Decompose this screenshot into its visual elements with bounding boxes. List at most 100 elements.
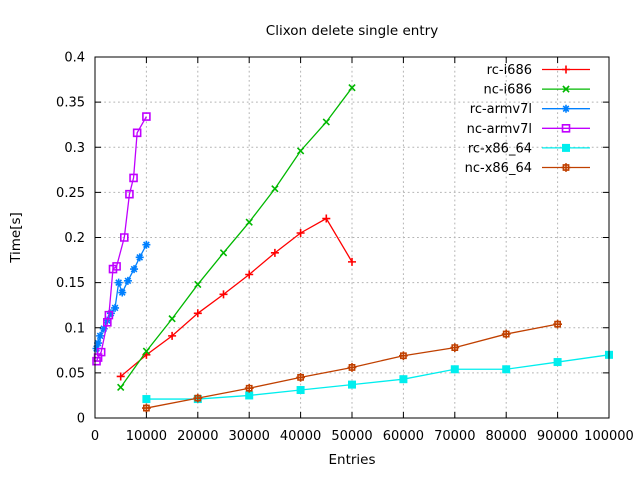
x-tick-label: 30000 <box>229 429 270 444</box>
marker-nc-i686 <box>142 347 151 355</box>
marker-rc-i686 <box>296 228 305 237</box>
marker-nc-i686 <box>117 383 125 391</box>
marker-nc-x86_64 <box>501 329 511 339</box>
marker-nc-x86_64 <box>296 372 305 382</box>
y-tick-label: 0 <box>77 412 85 427</box>
legend-label-rc-x86_64: rc-x86_64 <box>468 141 532 156</box>
marker-nc-armv7l <box>104 310 114 320</box>
series-line-rc-i686 <box>120 217 353 377</box>
marker-rc-armv7l <box>111 303 120 312</box>
marker-rc-i686 <box>193 309 202 318</box>
axis-ticks <box>94 56 610 419</box>
marker-rc-armv7l <box>142 240 151 249</box>
marker-nc-i686 <box>322 118 330 126</box>
marker-nc-i686 <box>168 315 176 323</box>
x-axis-title: Entries <box>328 452 375 468</box>
series-lines <box>92 84 613 413</box>
marker-nc-x86_64 <box>399 351 408 361</box>
marker-nc-armv7l <box>112 262 121 271</box>
marker-legend-rc-armv7l <box>562 104 570 113</box>
x-tick-label: 60000 <box>383 429 424 444</box>
marker-rc-i686 <box>270 248 279 257</box>
marker-legend-nc-x86_64 <box>561 163 571 172</box>
marker-rc-armv7l <box>99 324 108 333</box>
marker-nc-armv7l <box>142 112 151 121</box>
marker-nc-i686 <box>219 249 228 257</box>
marker-rc-i686 <box>322 214 331 223</box>
marker-legend-nc-i686 <box>562 85 570 93</box>
marker-nc-i686 <box>348 84 356 92</box>
marker-rc-armv7l <box>130 265 139 274</box>
legend-label-nc-armv7l: nc-armv7l <box>467 122 532 137</box>
marker-rc-x86_64 <box>348 380 356 389</box>
marker-rc-i686 <box>348 257 356 266</box>
marker-nc-armv7l <box>129 173 138 183</box>
y-tick-label: 0.4 <box>64 51 85 66</box>
marker-rc-x86_64 <box>553 358 562 367</box>
marker-legend-rc-x86_64 <box>562 143 570 152</box>
y-tick-label: 0.2 <box>64 231 85 246</box>
marker-rc-x86_64 <box>245 391 254 400</box>
marker-rc-armv7l <box>123 276 132 285</box>
x-tick-label: 80000 <box>486 429 527 444</box>
marker-rc-x86_64 <box>296 386 305 395</box>
marker-rc-armv7l <box>94 339 103 348</box>
marker-legend-nc-armv7l <box>561 124 571 133</box>
marker-rc-armv7l <box>118 288 127 297</box>
x-tick-label: 50000 <box>331 429 372 444</box>
marker-rc-armv7l <box>135 253 144 262</box>
x-tick-label: 10000 <box>126 429 167 444</box>
marker-nc-x86_64 <box>193 393 203 403</box>
series-line-nc-i686 <box>120 87 353 388</box>
marker-rc-x86_64 <box>399 375 408 384</box>
marker-nc-armv7l <box>108 264 118 274</box>
y-tick-label: 0.15 <box>56 276 85 291</box>
x-tick-label: 90000 <box>537 429 578 444</box>
marker-nc-i686 <box>194 280 202 289</box>
marker-nc-i686 <box>271 185 279 193</box>
legend-label-nc-x86_64: nc-x86_64 <box>465 161 532 176</box>
x-tick-label: 100000 <box>584 429 634 444</box>
y-tick-labels: 0 0.05 0.1 0.15 0.2 0.25 0.3 0.35 0.4 <box>56 51 85 427</box>
marker-legend-rc-i686 <box>562 65 570 74</box>
x-tick-labels: 0 10000 20000 30000 40000 50000 60000 70000 8000… <box>91 429 634 444</box>
marker-rc-i686 <box>116 372 125 381</box>
y-tick-label: 0.35 <box>56 96 85 111</box>
legend-label-nc-i686: nc-i686 <box>483 83 532 98</box>
x-tick-label: 0 <box>91 429 99 444</box>
y-tick-label: 0.05 <box>56 366 85 381</box>
marker-rc-x86_64 <box>502 365 511 374</box>
marker-rc-armv7l <box>96 331 105 340</box>
marker-nc-armv7l <box>119 233 129 242</box>
marker-nc-x86_64 <box>244 383 254 393</box>
y-tick-label: 0.3 <box>64 141 85 156</box>
chart-title: Clixon delete single entry <box>266 23 438 39</box>
legend-label-rc-armv7l: rc-armv7l <box>470 102 532 117</box>
y-tick-label: 0.1 <box>64 321 85 336</box>
marker-nc-armv7l <box>92 356 101 366</box>
marker-nc-x86_64 <box>553 319 562 329</box>
marker-nc-x86_64 <box>450 343 460 353</box>
y-tick-label: 0.25 <box>56 186 85 201</box>
y-axis-title: Time[s] <box>8 212 24 264</box>
legend: rc-i686 nc-i686 rc-armv7l nc-armv7l rc-x86_6… <box>465 63 590 176</box>
marker-nc-armv7l <box>96 347 106 357</box>
series-line-rc-x86_64 <box>146 354 610 400</box>
marker-rc-i686 <box>245 270 254 279</box>
marker-rc-armv7l <box>92 344 101 353</box>
series-line-nc-armv7l <box>95 116 147 362</box>
marker-nc-armv7l <box>132 128 142 138</box>
marker-rc-i686 <box>168 331 177 340</box>
marker-nc-x86_64 <box>142 403 151 413</box>
x-tick-label: 40000 <box>280 429 321 444</box>
marker-rc-armv7l <box>114 278 123 287</box>
marker-rc-armv7l <box>106 309 115 318</box>
legend-label-rc-i686: rc-i686 <box>487 63 532 78</box>
marker-rc-i686 <box>219 290 228 299</box>
x-tick-label: 70000 <box>434 429 475 444</box>
marker-rc-x86_64 <box>450 365 459 374</box>
marker-nc-i686 <box>296 147 305 155</box>
